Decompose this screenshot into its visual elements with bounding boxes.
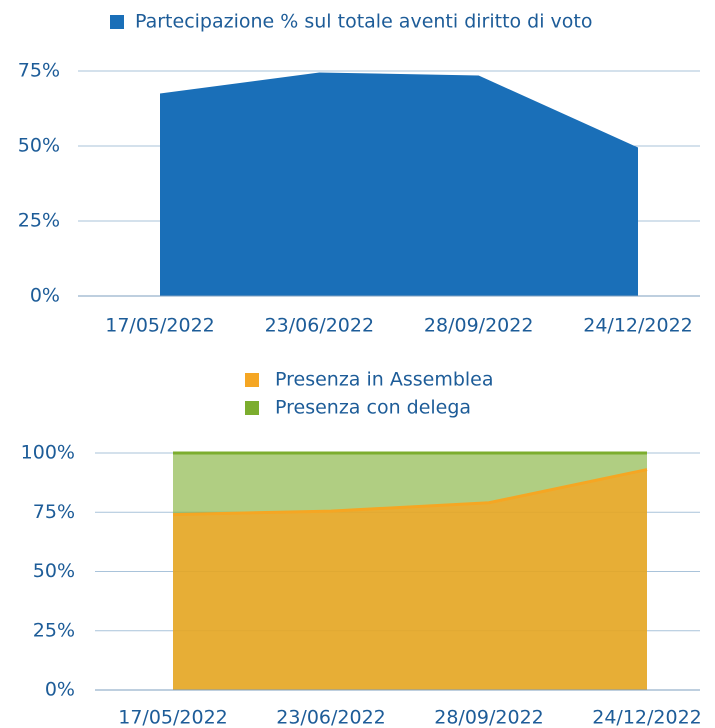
x-tick-label: 28/09/2022 (424, 315, 534, 337)
y-tick-label: 100% (21, 442, 75, 464)
x-tick-label: 17/05/2022 (118, 707, 228, 728)
legend-swatch (110, 15, 124, 29)
legend-label: Partecipazione % sul totale aventi dirit… (135, 11, 593, 33)
x-tick-label: 24/12/2022 (583, 315, 693, 337)
area (173, 469, 647, 690)
x-tick-label: 17/05/2022 (105, 315, 215, 337)
x-tick-label: 24/12/2022 (592, 707, 702, 728)
legend-swatch (245, 401, 259, 415)
x-tick-label: 23/06/2022 (276, 707, 386, 728)
area-edge (172, 468, 648, 517)
legend-label: Presenza in Assemblea (275, 369, 494, 391)
x-tick-label: 23/06/2022 (265, 315, 375, 337)
legend-label: Presenza con delega (275, 397, 471, 419)
y-tick-label: 25% (18, 210, 60, 232)
y-tick-label: 50% (33, 560, 75, 582)
y-tick-label: 50% (18, 135, 60, 157)
y-tick-label: 0% (30, 285, 60, 307)
legend-swatch (245, 373, 259, 387)
y-tick-label: 75% (33, 501, 75, 523)
y-tick-label: 0% (45, 679, 75, 701)
x-tick-label: 28/09/2022 (434, 707, 544, 728)
area (160, 72, 638, 296)
y-tick-label: 25% (33, 619, 75, 641)
y-tick-label: 75% (18, 60, 60, 82)
